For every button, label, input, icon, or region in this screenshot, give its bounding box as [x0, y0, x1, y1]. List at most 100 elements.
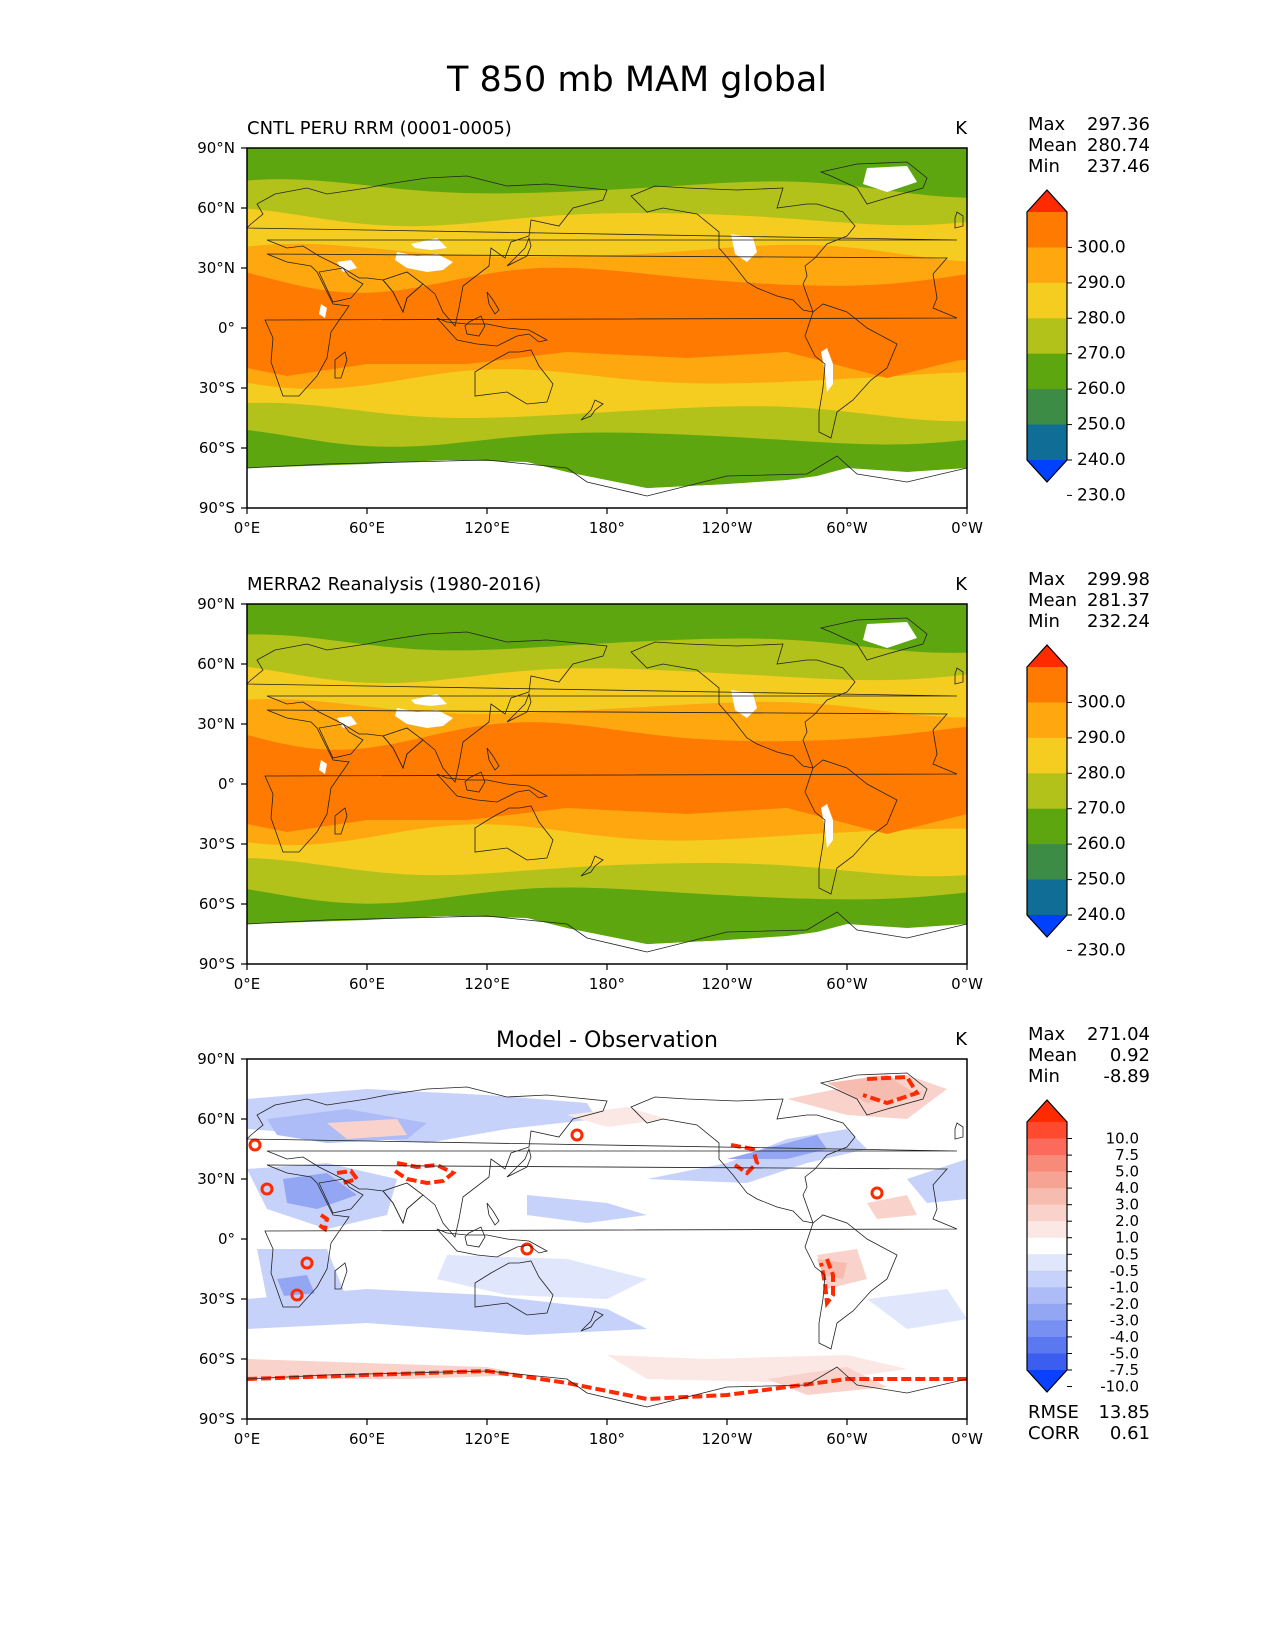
colorbar-level-label: 0.5	[1115, 1245, 1139, 1263]
terrain-mask-regions	[247, 622, 967, 964]
x-tick-label: 60°W	[826, 1430, 868, 1448]
colorbar-level-label: 1.0	[1115, 1229, 1139, 1247]
colorbar-swatch	[1027, 879, 1067, 916]
large-anomaly-contour	[862, 1074, 921, 1106]
colorbar-level-label: -7.5	[1110, 1361, 1139, 1379]
x-tick-label: 60°E	[349, 1430, 385, 1448]
colorbar-level-label: 7.5	[1115, 1146, 1139, 1164]
colorbar-swatch	[1027, 1138, 1067, 1156]
colorbar-swatch	[1027, 1303, 1067, 1321]
x-tick-label: 180°	[589, 519, 625, 537]
missing-data-region	[319, 760, 327, 774]
y-tick-label: 60°N	[197, 655, 235, 673]
colorbar-swatch	[1027, 1221, 1067, 1239]
colorbar-level-label: 290.0	[1077, 273, 1126, 293]
colorbar-level-label: 250.0	[1077, 870, 1126, 890]
coast-india	[382, 727, 424, 770]
panel-reference: MERRA2 Reanalysis (1980-2016) K 0°E 60°E 1…	[197, 574, 983, 993]
anomaly-region	[283, 1173, 357, 1209]
y-tick-label: 90°S	[199, 499, 235, 517]
large-anomaly-spot	[260, 1182, 274, 1196]
stats-block: Max 297.36 Mean 280.74 Min 237.46	[1028, 114, 1150, 177]
coast-india	[382, 1182, 424, 1225]
coast-indonesia	[436, 317, 549, 347]
y-axis: 90°N 60°N 30°N 0° 30°S 60°S 90°S	[197, 1050, 247, 1428]
y-tick-label: 90°S	[199, 1410, 235, 1428]
x-tick-label: 120°W	[702, 1430, 753, 1448]
terrain-mask-regions	[247, 166, 967, 508]
colorbar-swatch	[1027, 1155, 1067, 1173]
y-tick-label: 30°S	[199, 1290, 235, 1308]
anomaly-region	[827, 1075, 917, 1103]
stat-mean-label: Mean	[1028, 1045, 1077, 1066]
coast-madagascar	[334, 351, 348, 379]
missing-data-region	[319, 304, 327, 318]
colorbar-swatch	[1027, 1320, 1067, 1338]
coast-eurasia	[247, 175, 958, 327]
colorbar-swatch	[1027, 1122, 1067, 1140]
colorbar-level-label: 250.0	[1077, 415, 1126, 435]
temperature-bands	[247, 604, 967, 964]
colorbar-extend-min	[1027, 1370, 1067, 1392]
ice-shelf-fringe	[567, 472, 747, 488]
coast-arabia	[318, 267, 364, 303]
panel-title: MERRA2 Reanalysis (1980-2016)	[247, 574, 541, 595]
colorbar-extend-min	[1027, 915, 1067, 937]
coast-greenland	[819, 1072, 928, 1116]
panel-title: Model - Observation	[496, 1028, 718, 1053]
y-tick-label: 60°N	[197, 1110, 235, 1128]
coast-japan	[506, 1147, 532, 1178]
anomaly-region	[867, 1195, 917, 1219]
x-tick-label: 120°E	[464, 519, 510, 537]
stat-max-label: Max	[1028, 1024, 1066, 1045]
coast-antarctica	[247, 455, 967, 508]
panel-test: CNTL PERU RRM (0001-0005) K 0°E 60°E 120°E…	[197, 118, 983, 537]
map-area	[247, 1059, 967, 1419]
x-tick-label: 60°E	[349, 975, 385, 993]
coast-indonesia	[436, 1228, 549, 1258]
colorbar-level-label: 10.0	[1106, 1130, 1139, 1148]
x-tick-label: 0°E	[234, 1430, 261, 1448]
colorbar-level-label: -10.0	[1100, 1378, 1139, 1396]
stat-max-value: 297.36	[1087, 114, 1150, 135]
colorbar-swatch	[1027, 247, 1067, 284]
coast-borneo	[464, 771, 486, 793]
colorbar-swatch	[1027, 1171, 1067, 1189]
coast-arabia	[318, 723, 364, 759]
ice-shelf-fringe	[567, 928, 747, 944]
coast-philippines	[486, 1202, 500, 1226]
stat-max-label: Max	[1028, 569, 1066, 590]
colorbar: 300.0 290.0 280.0 270.0 260.0 250.0 240.0 230.0	[1026, 644, 1126, 960]
corr-label: CORR	[1028, 1423, 1080, 1444]
stat-mean-value: 280.74	[1087, 135, 1150, 156]
anomaly-regions	[247, 1074, 967, 1402]
missing-data-region	[411, 238, 447, 250]
colorbar-level-label: 4.0	[1115, 1179, 1139, 1197]
anomaly-region	[437, 1255, 647, 1299]
temperature-bands	[247, 148, 967, 508]
coast-britain	[954, 211, 964, 229]
x-tick-label: 0°W	[951, 1430, 983, 1448]
large-anomaly-contour	[336, 1168, 361, 1185]
coast-britain	[954, 1122, 964, 1140]
missing-data-region	[731, 690, 757, 718]
colorbar-swatch	[1027, 318, 1067, 355]
colorbar-swatch	[1027, 1270, 1067, 1288]
units-label: K	[955, 574, 968, 595]
coast-australia	[474, 1260, 554, 1316]
colorbar-swatch	[1027, 389, 1067, 426]
colorbar-level-label: -4.0	[1110, 1328, 1139, 1346]
colorbar-level-label: 300.0	[1077, 692, 1126, 712]
colorbar-level-label: -0.5	[1110, 1262, 1139, 1280]
coast-madagascar	[334, 1262, 348, 1290]
y-tick-label: 0°	[218, 775, 235, 793]
y-tick-label: 30°S	[199, 835, 235, 853]
y-tick-label: 90°N	[197, 139, 235, 157]
x-tick-label: 120°W	[702, 975, 753, 993]
stat-min-label: Min	[1028, 1066, 1060, 1087]
coast-nz	[580, 1310, 604, 1332]
stat-mean-value: 0.92	[1110, 1045, 1150, 1066]
y-tick-label: 0°	[218, 1230, 235, 1248]
map-area	[247, 148, 967, 508]
